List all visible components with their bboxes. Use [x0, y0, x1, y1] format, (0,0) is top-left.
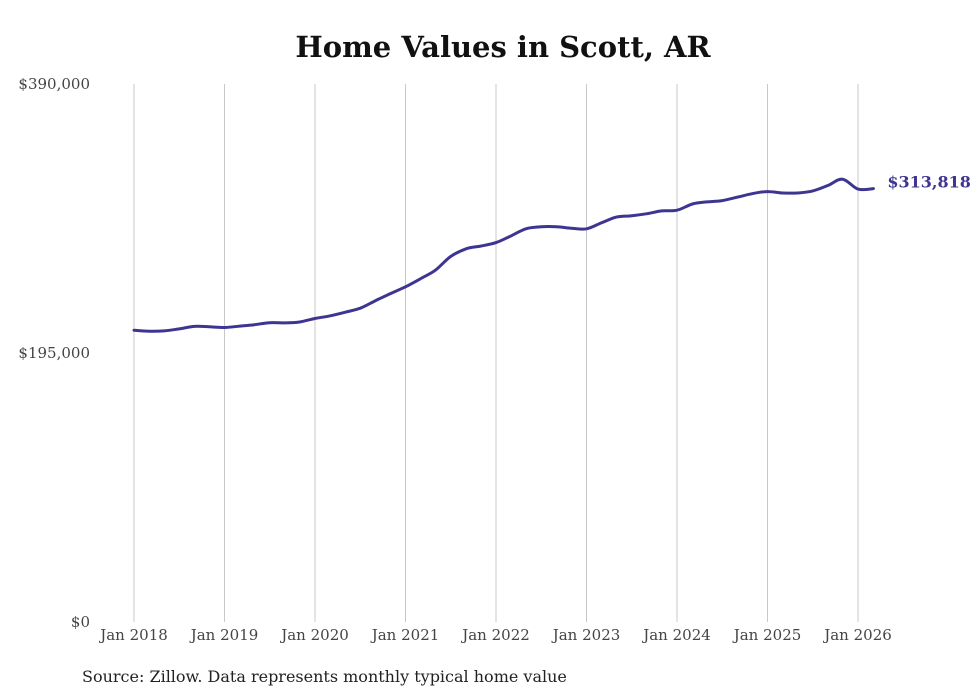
x-tick-label: Jan 2025 [732, 626, 802, 644]
end-value-label: $313,818 [887, 173, 971, 192]
source-note: Source: Zillow. Data represents monthly … [82, 667, 567, 686]
y-tick-label: $0 [71, 613, 90, 631]
x-tick-label: Jan 2019 [189, 626, 259, 644]
x-tick-label: Jan 2023 [551, 626, 621, 644]
y-axis-labels: $390,000 $195,000 $0 [18, 75, 90, 631]
x-tick-label: Jan 2020 [279, 626, 349, 644]
series-layer: $313,818 [132, 173, 971, 333]
x-tick-label: Jan 2026 [822, 626, 892, 644]
chart-title: Home Values in Scott, AR [295, 30, 711, 64]
x-tick-label: Jan 2024 [641, 626, 711, 644]
x-tick-label: Jan 2021 [370, 626, 440, 644]
series-line [132, 177, 875, 333]
x-tick-label: Jan 2022 [460, 626, 530, 644]
x-axis-labels: Jan 2018 Jan 2019 Jan 2020 Jan 2021 Jan 2022… [98, 626, 892, 644]
y-tick-label: $195,000 [18, 344, 90, 362]
y-tick-label: $390,000 [18, 75, 90, 93]
grid-lines [133, 84, 859, 622]
x-tick-label: Jan 2018 [98, 626, 168, 644]
